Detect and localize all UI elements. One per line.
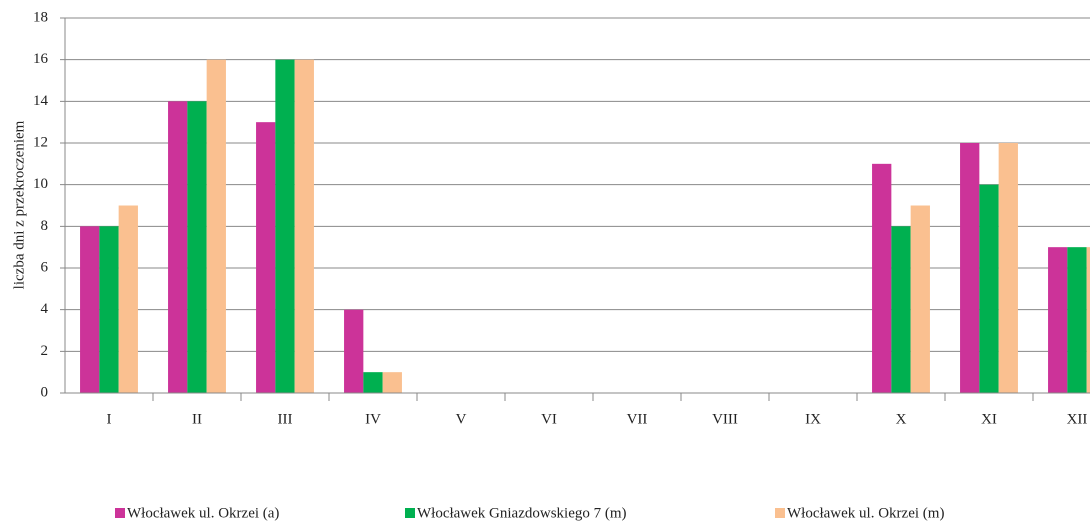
x-tick-label: X: [896, 411, 907, 427]
y-tick-label: 10: [33, 176, 48, 192]
y-tick-label: 12: [33, 134, 48, 150]
y-tick-label: 6: [41, 259, 49, 275]
x-tick-label: VIII: [712, 411, 738, 427]
bar: [80, 226, 100, 393]
y-tick-label: 4: [41, 301, 49, 317]
legend-label: Włocławek Gniazdowskiego 7 (m): [417, 505, 627, 521]
x-tick-label: XI: [981, 411, 997, 427]
bar: [294, 59, 314, 394]
bar: [960, 143, 980, 393]
y-tick-label: 0: [41, 384, 49, 400]
bar: [275, 59, 295, 394]
bar: [168, 101, 188, 393]
bar: [206, 59, 226, 394]
x-tick-label: I: [107, 411, 112, 427]
y-tick-label: 2: [41, 343, 49, 359]
x-tick-label: IX: [805, 411, 821, 427]
x-tick-label: VII: [627, 411, 648, 427]
bar: [1048, 247, 1068, 393]
bar: [118, 205, 138, 393]
bar: [910, 205, 930, 393]
y-axis-label: liczba dni z przekroczeniem: [11, 120, 27, 289]
x-tick-label: VI: [541, 411, 557, 427]
y-tick-label: 18: [33, 9, 48, 25]
bar: [891, 226, 911, 393]
x-tick-label: IV: [365, 411, 381, 427]
y-tick-label: 8: [41, 218, 49, 234]
bar: [382, 372, 402, 393]
x-tick-label: XII: [1067, 411, 1088, 427]
bar: [187, 101, 207, 393]
bar: [998, 143, 1018, 393]
bar: [1086, 247, 1090, 393]
x-tick-label: II: [192, 411, 202, 427]
y-tick-label: 14: [33, 93, 49, 109]
x-tick-label: III: [278, 411, 293, 427]
bar: [344, 309, 364, 393]
bar: [363, 372, 383, 393]
bar: [979, 184, 999, 393]
legend-label: Włocławek ul. Okrzei (a): [127, 505, 279, 521]
bar: [99, 226, 119, 393]
legend-swatch: [775, 508, 785, 518]
bar: [1067, 247, 1087, 393]
bar: [872, 163, 892, 393]
bar: [256, 122, 276, 394]
x-tick-label: V: [456, 411, 467, 427]
y-tick-label: 16: [33, 51, 49, 67]
legend-swatch: [405, 508, 415, 518]
legend-label: Włocławek ul. Okrzei (m): [787, 505, 944, 521]
legend-swatch: [115, 508, 125, 518]
